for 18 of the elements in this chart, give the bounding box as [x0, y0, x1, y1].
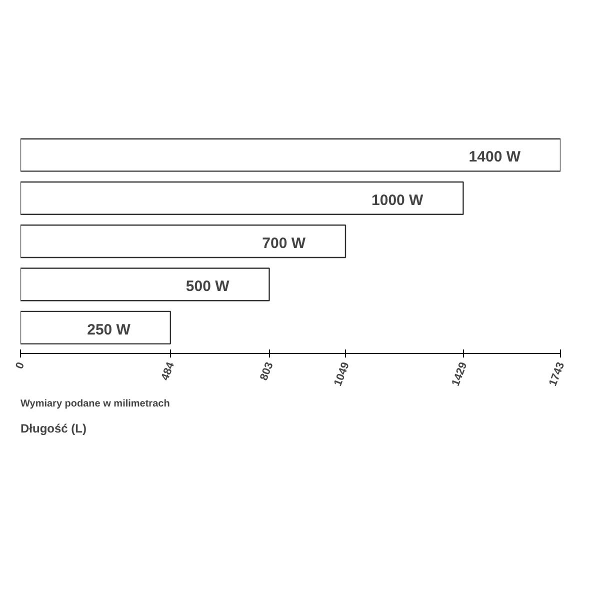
- x-tick-label: 803: [258, 360, 276, 382]
- bar: [20, 224, 346, 258]
- x-tick-label: 484: [159, 360, 178, 382]
- y-tick-label: 1400 W: [468, 148, 522, 166]
- x-tick-label: 0: [14, 360, 28, 371]
- text: Wymiary podane w milimetrach: [20, 398, 170, 410]
- bar: [20, 181, 464, 215]
- bar: [20, 268, 270, 302]
- x-tick-label: 1429: [450, 360, 470, 388]
- bar: [20, 310, 172, 344]
- y-tick-label: 1000 W: [372, 192, 424, 209]
- bar: [20, 138, 560, 172]
- x-tick-label: 1049: [332, 360, 352, 388]
- x-tick-label: 1743: [547, 360, 568, 388]
- y-tick-label: 250 W: [87, 321, 132, 338]
- x-axis-title: Długość (L): [20, 422, 86, 436]
- y-tick-label: 500 W: [186, 278, 230, 296]
- y-tick-label: 700 W: [262, 234, 306, 252]
